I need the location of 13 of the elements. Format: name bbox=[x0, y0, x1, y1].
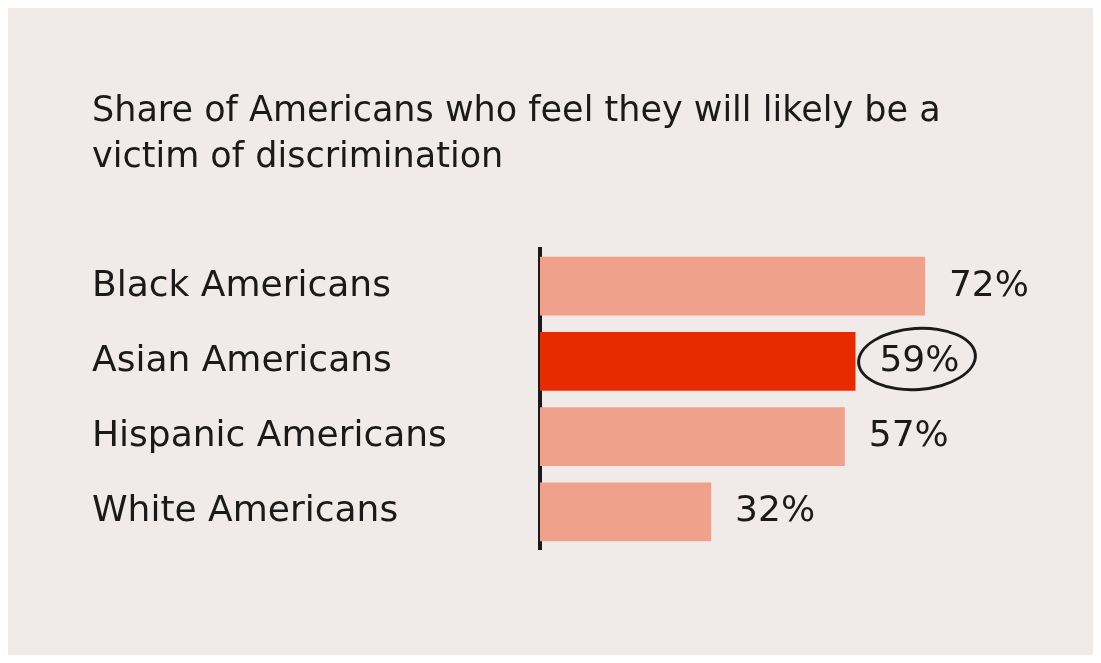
y-tick-label: Asian Americans bbox=[92, 337, 392, 379]
data-label: 72% bbox=[948, 262, 1029, 304]
chart-title: Share of Americans who feel they will likely be a victim of discrimination bbox=[92, 88, 942, 177]
y-tick-label: Black Americans bbox=[92, 262, 391, 304]
y-tick-label: White Americans bbox=[92, 488, 399, 530]
data-label: 57% bbox=[868, 412, 949, 454]
y-tick-label: Hispanic Americans bbox=[92, 412, 447, 454]
data-label: 59% bbox=[879, 337, 960, 379]
bar bbox=[540, 407, 845, 466]
bar bbox=[540, 332, 856, 391]
data-label: 32% bbox=[735, 488, 816, 530]
bar bbox=[540, 482, 712, 542]
bar bbox=[540, 256, 925, 316]
